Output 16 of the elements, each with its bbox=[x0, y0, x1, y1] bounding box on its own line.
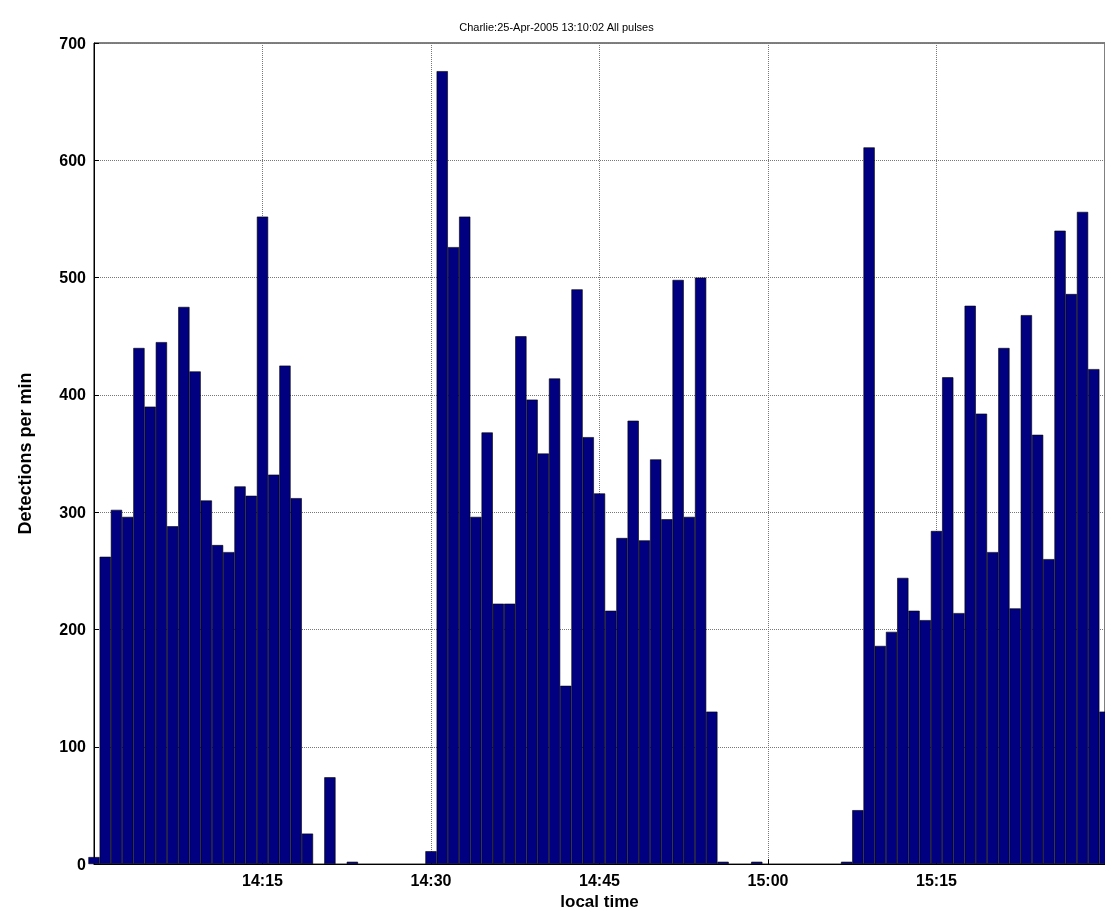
y-tick-label: 500 bbox=[59, 269, 87, 287]
y-tick-label: 100 bbox=[59, 738, 87, 756]
x-tick-label: 14:45 bbox=[579, 871, 621, 889]
chart-title: Charlie:25-Apr-2005 13:10:02 All pulses bbox=[459, 20, 655, 33]
y-tick-label: 200 bbox=[59, 621, 87, 638]
x-tick-label: 14:15 bbox=[242, 871, 284, 889]
x-axis-title: local time bbox=[560, 892, 639, 911]
y-tick-label: 300 bbox=[59, 503, 87, 521]
y-tick-label: 400 bbox=[59, 386, 87, 404]
x-tick-label: 14:30 bbox=[410, 871, 452, 889]
x-tick-label: 15:15 bbox=[916, 871, 958, 889]
y-tick-label: 600 bbox=[59, 151, 87, 169]
y-tick-label: 700 bbox=[59, 34, 87, 52]
x-tick-label: 15:00 bbox=[747, 871, 789, 889]
y-tick-label: 0 bbox=[77, 855, 87, 873]
y-axis-title: Detections per min bbox=[15, 372, 35, 535]
